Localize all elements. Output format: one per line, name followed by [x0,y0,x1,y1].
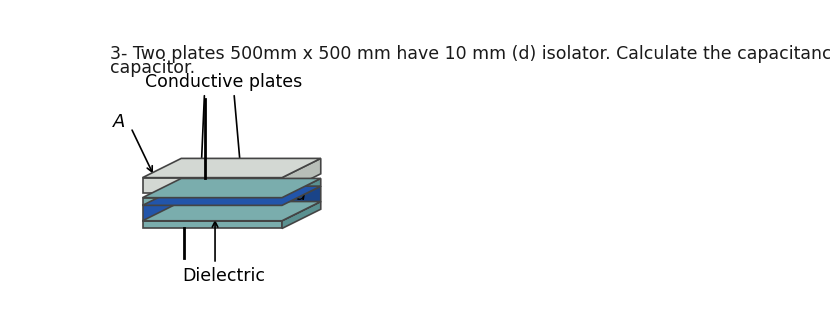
Text: Conductive plates: Conductive plates [145,73,302,91]
Polygon shape [143,205,282,221]
Polygon shape [143,159,320,178]
Text: A: A [113,113,125,131]
Polygon shape [143,221,282,228]
Polygon shape [282,202,320,228]
Text: 3- Two plates 500mm x 500 mm have 10 mm (d) isolator. Calculate the capacitance : 3- Two plates 500mm x 500 mm have 10 mm … [110,45,830,63]
Polygon shape [282,178,320,205]
Polygon shape [143,178,282,193]
Polygon shape [282,159,320,193]
Text: d: d [295,186,305,204]
Text: Dielectric: Dielectric [182,267,265,285]
Polygon shape [143,178,320,198]
Text: capacitor.: capacitor. [110,59,195,77]
Polygon shape [282,186,320,221]
Polygon shape [143,202,320,221]
Polygon shape [143,186,320,205]
Polygon shape [143,198,282,205]
